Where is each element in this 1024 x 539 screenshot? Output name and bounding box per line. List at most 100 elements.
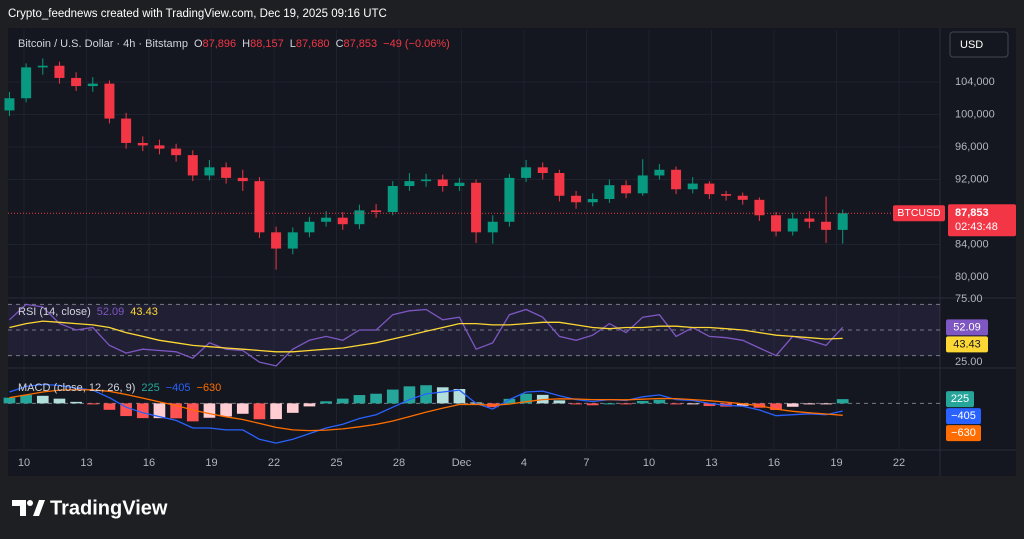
candle-body [221, 167, 232, 178]
candle-body [737, 195, 748, 200]
candle-body [204, 167, 215, 176]
ohlc-key: C [336, 38, 344, 50]
histogram-bar [353, 395, 366, 404]
histogram-bar [503, 398, 516, 404]
series-line [9, 389, 843, 432]
candle-body [421, 179, 432, 182]
candle-body [354, 210, 365, 225]
candle-body [521, 167, 532, 178]
histogram-bar [3, 397, 16, 404]
x-tick-label: Dec [452, 457, 472, 469]
last-price-label: 87,853 [955, 207, 989, 219]
histogram-bar [203, 403, 216, 418]
histogram-bar [186, 403, 199, 422]
histogram-bar [70, 401, 82, 404]
histogram-bar [436, 387, 449, 404]
candle-body [804, 218, 815, 222]
x-tick-label: 19 [205, 457, 217, 469]
y-tick-label: 25.00 [955, 356, 983, 368]
legend: RSI (14, close) 52.09 43.43 [18, 306, 158, 318]
candle-body [587, 199, 598, 203]
histogram-bar [86, 403, 99, 405]
histogram-bar [403, 386, 416, 404]
candle-body [771, 215, 782, 232]
logo-mark [12, 500, 26, 516]
ohlc-value: 87,680 [296, 38, 330, 50]
candle-body [604, 185, 615, 200]
candle-body [671, 169, 682, 190]
series-badge: 52.09 [953, 321, 981, 333]
symbol-box [893, 205, 945, 222]
histogram-bar [653, 399, 666, 404]
candle-body [37, 65, 48, 68]
legend-value: 43.43 [130, 306, 158, 318]
currency-button-frame[interactable] [949, 31, 1009, 58]
chart-layer: 10 13 16 19 22 25 28 Dec 4 7 10 13 16 19 22 80,000 84,00… [3, 30, 1016, 469]
candle-body [704, 183, 715, 195]
currency-button[interactable]: USD [949, 31, 1009, 58]
ohlc-key: L [290, 38, 296, 50]
ohlc-key: H [242, 38, 250, 50]
legend: Bitcoin / U.S. Dollar · 4h · Bitstamp O87… [18, 38, 450, 50]
histogram-bar [386, 389, 399, 404]
histogram-bar [736, 403, 749, 406]
histogram-bar [803, 403, 816, 405]
histogram-bar [303, 403, 316, 407]
histogram-bar [570, 403, 582, 405]
series-line [9, 303, 844, 367]
y-tick-label: 92,000 [955, 173, 989, 185]
series-badge-box [946, 336, 988, 353]
candle-body [404, 181, 415, 187]
histogram-bar [586, 403, 599, 406]
candle-body [471, 182, 482, 233]
histogram-bar [236, 403, 249, 414]
histogram-bar [320, 401, 332, 404]
candle-body [387, 186, 398, 213]
histogram-bar [253, 403, 266, 420]
histogram-bar [170, 403, 182, 419]
candle-body [454, 182, 465, 187]
candle-body [504, 177, 515, 222]
candle-body [637, 175, 648, 194]
candle-body [721, 194, 732, 196]
series-badge-box [946, 391, 974, 408]
histogram-bar [370, 393, 382, 404]
candle-body [237, 177, 248, 182]
ohlc-key: O [194, 38, 203, 50]
currency-label[interactable]: USD [960, 39, 983, 51]
candle-body [537, 167, 548, 174]
candle-body [254, 181, 265, 233]
x-tick-label: 16 [768, 457, 780, 469]
series-badge-box [946, 319, 988, 336]
x-tick-label: 7 [583, 457, 589, 469]
histogram-bar [53, 398, 66, 404]
candle-body [621, 185, 632, 194]
candle-body [154, 145, 165, 149]
candle-body [321, 217, 332, 222]
y-tick-label: 104,000 [955, 76, 995, 88]
histogram-bar [703, 403, 716, 407]
logo-mark [33, 500, 45, 516]
series-badge: 43.43 [953, 338, 981, 350]
x-tick-label: 25 [330, 457, 342, 469]
candle-body [71, 77, 82, 87]
histogram-bar [620, 403, 632, 405]
x-tick-label: 22 [893, 457, 905, 469]
x-tick-label: 22 [268, 457, 280, 469]
legend-value: −405 [166, 382, 191, 394]
series-badge: −630 [951, 427, 976, 439]
x-tick-label: 10 [18, 457, 30, 469]
histogram-bar [286, 403, 299, 413]
ohlc-value: 87,896 [203, 38, 237, 50]
logo-dot [27, 500, 33, 506]
last-price-box [948, 204, 1016, 237]
ohlc-value: 87,853 [344, 38, 378, 50]
legend-value: −630 [197, 382, 222, 394]
candle-body [121, 118, 132, 143]
histogram-bar [786, 403, 799, 407]
x-tick-label: 28 [393, 457, 405, 469]
candle-body [104, 83, 115, 119]
candle-body [487, 221, 498, 233]
candle-body [337, 217, 348, 225]
